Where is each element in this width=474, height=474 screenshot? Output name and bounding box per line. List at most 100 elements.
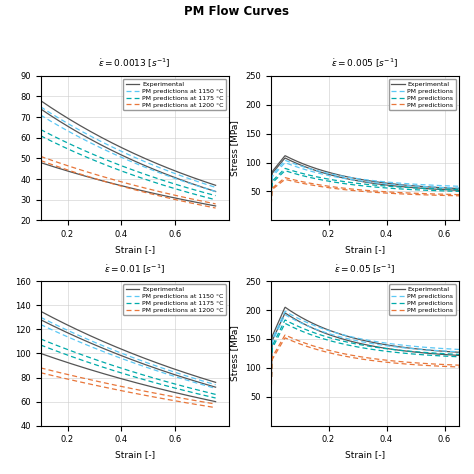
Experimental xyxy=(405,345,411,351)
PM predictions xyxy=(268,218,273,223)
PM predictions xyxy=(456,183,462,189)
PM predictions xyxy=(405,185,411,191)
Experimental xyxy=(291,310,297,316)
Experimental xyxy=(456,349,462,355)
PM predictions xyxy=(268,423,273,428)
Experimental xyxy=(291,157,297,163)
Experimental xyxy=(283,153,288,159)
PM predictions xyxy=(291,161,297,166)
PM predictions at 1150 °C xyxy=(38,104,44,110)
PM predictions xyxy=(343,185,348,191)
Line: PM predictions at 1200 °C: PM predictions at 1200 °C xyxy=(41,156,216,204)
Title: $\dot{\varepsilon} = 0.05\;[s^{-1}]$: $\dot{\varepsilon} = 0.05\;[s^{-1}]$ xyxy=(334,263,395,276)
Experimental xyxy=(329,328,335,334)
PM predictions at 1200 °C xyxy=(145,389,151,395)
PM predictions xyxy=(343,339,348,345)
PM predictions at 1200 °C xyxy=(142,388,147,394)
PM predictions xyxy=(329,172,335,177)
PM predictions xyxy=(291,321,297,327)
PM predictions at 1200 °C xyxy=(142,185,147,191)
Experimental xyxy=(38,309,44,314)
Line: PM predictions at 1175 °C: PM predictions at 1175 °C xyxy=(41,339,216,394)
PM predictions at 1175 °C xyxy=(196,188,202,194)
PM predictions xyxy=(343,174,348,180)
PM predictions at 1150 °C xyxy=(38,315,44,320)
PM predictions at 1150 °C xyxy=(145,160,151,166)
PM predictions at 1175 °C xyxy=(38,127,44,133)
PM predictions xyxy=(387,180,392,185)
PM predictions at 1150 °C xyxy=(142,359,147,365)
PM predictions xyxy=(405,348,411,354)
Experimental xyxy=(404,345,410,351)
Experimental xyxy=(343,173,348,179)
PM predictions xyxy=(405,190,411,196)
PM predictions xyxy=(456,352,462,357)
PM predictions at 1150 °C xyxy=(196,179,202,185)
Line: PM predictions: PM predictions xyxy=(271,178,459,220)
PM predictions at 1200 °C xyxy=(196,399,202,404)
PM predictions xyxy=(268,218,273,223)
Line: PM predictions at 1175 °C: PM predictions at 1175 °C xyxy=(41,129,216,196)
PM predictions at 1175 °C xyxy=(196,388,202,393)
PM predictions xyxy=(404,190,410,196)
PM predictions xyxy=(387,189,392,195)
PM predictions at 1200 °C xyxy=(38,154,44,159)
Line: PM predictions at 1200 °C: PM predictions at 1200 °C xyxy=(41,368,216,404)
PM predictions at 1150 °C xyxy=(185,175,191,181)
PM predictions xyxy=(283,317,288,323)
Experimental xyxy=(387,343,392,348)
PM predictions xyxy=(283,157,288,163)
Line: PM predictions at 1150 °C: PM predictions at 1150 °C xyxy=(41,107,216,187)
PM predictions at 1175 °C xyxy=(142,172,147,177)
Line: Experimental: Experimental xyxy=(271,156,459,220)
PM predictions xyxy=(291,168,297,174)
PM predictions xyxy=(343,179,348,185)
PM predictions at 1150 °C xyxy=(213,382,219,388)
PM predictions xyxy=(329,184,335,190)
PM predictions at 1150 °C xyxy=(38,104,44,109)
PM predictions at 1150 °C xyxy=(38,314,44,320)
PM predictions xyxy=(456,187,462,192)
PM predictions xyxy=(291,313,297,319)
PM predictions at 1175 °C xyxy=(38,336,44,342)
PM predictions at 1150 °C xyxy=(185,374,191,379)
PM predictions at 1150 °C xyxy=(213,184,219,190)
PM predictions xyxy=(404,185,410,191)
PM predictions xyxy=(329,336,335,341)
Experimental xyxy=(213,182,219,188)
Experimental xyxy=(387,181,392,186)
PM predictions at 1150 °C xyxy=(142,159,147,164)
Line: Experimental: Experimental xyxy=(271,307,459,426)
PM predictions at 1175 °C xyxy=(141,373,147,378)
X-axis label: Strain [-]: Strain [-] xyxy=(115,450,155,459)
PM predictions xyxy=(268,218,273,223)
PM predictions xyxy=(291,336,297,342)
PM predictions xyxy=(329,348,335,354)
PM predictions at 1150 °C xyxy=(141,359,147,365)
PM predictions at 1200 °C xyxy=(185,396,191,402)
Title: $\dot{\varepsilon} = 0.01\;[s^{-1}]$: $\dot{\varepsilon} = 0.01\;[s^{-1}]$ xyxy=(104,263,165,276)
PM predictions xyxy=(387,183,392,189)
PM predictions xyxy=(456,362,462,368)
Experimental xyxy=(141,356,147,361)
PM predictions xyxy=(283,332,288,338)
PM predictions xyxy=(343,333,348,338)
Line: Experimental: Experimental xyxy=(41,100,216,185)
PM predictions at 1200 °C xyxy=(38,154,44,159)
PM predictions at 1150 °C xyxy=(141,159,147,164)
Experimental xyxy=(142,155,147,161)
PM predictions at 1200 °C xyxy=(141,388,147,394)
Experimental xyxy=(456,186,462,191)
PM predictions xyxy=(387,346,392,352)
PM predictions at 1150 °C xyxy=(196,377,202,383)
Title: $\dot{\varepsilon} = 0.005\;[s^{-1}]$: $\dot{\varepsilon} = 0.005\;[s^{-1}]$ xyxy=(331,57,398,70)
PM predictions at 1200 °C xyxy=(145,186,151,191)
PM predictions xyxy=(343,351,348,357)
PM predictions xyxy=(404,359,410,365)
Experimental xyxy=(196,177,202,182)
PM predictions at 1175 °C xyxy=(213,392,219,397)
Experimental xyxy=(213,380,219,385)
PM predictions at 1175 °C xyxy=(213,193,219,199)
Experimental xyxy=(145,157,151,163)
X-axis label: Strain [-]: Strain [-] xyxy=(345,245,385,254)
